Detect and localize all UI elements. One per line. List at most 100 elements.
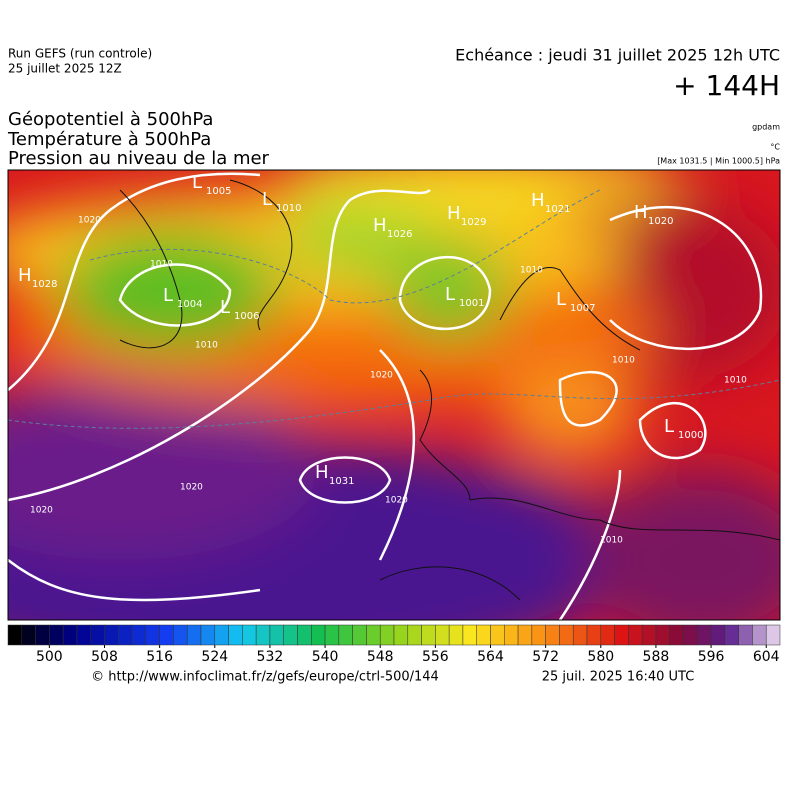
center-value: 1010 (276, 203, 301, 214)
lead-time: + 144H (673, 69, 780, 102)
isobar-label: 1010 (724, 376, 747, 386)
colorbar-tick-label: 580 (587, 649, 614, 665)
colorbar-cell (765, 624, 781, 646)
run: Run GEFS (run controle) (8, 47, 152, 61)
colorbar-cell (269, 624, 284, 646)
source: © http://www.infoclimat.fr/z/gefs/europe… (91, 670, 439, 685)
colorbar-tick-label: 524 (201, 649, 228, 665)
field: Température à 500hPa (7, 129, 211, 150)
colorbar-tick-label: 556 (422, 649, 449, 665)
center-value: 1020 (648, 216, 673, 227)
colorbar-cell (352, 624, 367, 646)
colorbar-cell (517, 624, 533, 646)
colorbar-cell (7, 624, 23, 646)
center-value: 1005 (206, 186, 231, 197)
colorbar-cell (76, 624, 91, 646)
colorbar-cell (159, 624, 174, 646)
colorbar-cell (655, 624, 670, 646)
center-value: 1021 (545, 204, 570, 215)
colorbar-cell (186, 624, 202, 646)
colorbar-cell (173, 624, 188, 646)
colorbar-tick-label: 516 (146, 649, 173, 665)
colorbar-cell (435, 624, 450, 646)
center-kind: H (373, 215, 387, 236)
colorbar-tick-label: 572 (532, 649, 559, 665)
colorbar-cell (531, 624, 546, 646)
colorbar-cell (338, 624, 353, 646)
colorbar-tick-label: 500 (36, 649, 63, 665)
colorbar-cell (448, 624, 464, 646)
colorbar-cell (62, 624, 78, 646)
isobar-label: 1010 (150, 260, 173, 270)
colorbar-cell (614, 624, 629, 646)
center-kind: L (556, 289, 566, 310)
colorbar-cell (600, 624, 615, 646)
colorbar-cell (572, 624, 588, 646)
colorbar-cell (504, 624, 519, 646)
isobar-label: 1010 (600, 536, 623, 546)
colorbar-cell (228, 624, 243, 646)
center-value: 1031 (329, 476, 354, 487)
colorbar-tick-label: 596 (698, 649, 725, 665)
center-value: 1004 (177, 299, 202, 310)
center-kind: H (634, 202, 648, 223)
colorbar-cell (559, 624, 574, 646)
colorbar-cell (214, 624, 229, 646)
colorbar-cell (697, 624, 712, 646)
isobar-label: 1020 (78, 216, 101, 226)
colorbar-cell (118, 624, 133, 646)
colorbar-cell (586, 624, 602, 646)
center-kind: H (447, 203, 461, 224)
colorbar-cell (324, 624, 340, 646)
center-kind: L (163, 285, 173, 306)
colorbar-tick-label: 540 (312, 649, 339, 665)
colorbar-tick-label: 532 (257, 649, 284, 665)
isobar-label: 1020 (30, 506, 53, 516)
coastlines (119, 179, 780, 601)
colorbar-tick-label: 548 (367, 649, 394, 665)
isobar-label: 1020 (180, 483, 203, 493)
isobar-label: 1020 (385, 496, 408, 506)
center-kind: L (220, 297, 230, 318)
colorbar-cell (90, 624, 105, 646)
echeance: Echéance : jeudi 31 juillet 2025 12h UTC (455, 46, 780, 65)
center-value: 1026 (387, 229, 412, 240)
colorbar-cell (641, 624, 657, 646)
center-value: 1006 (234, 311, 259, 322)
isobar-label: 1010 (612, 356, 635, 366)
unit: gpdam (752, 123, 780, 132)
colorbar-cell (476, 624, 491, 646)
unit: °C (770, 143, 780, 152)
colorbar-cell (145, 624, 160, 646)
colorbar-cell (35, 624, 50, 646)
isobar-label: 1010 (195, 341, 218, 351)
isobars (8, 172, 763, 620)
center-value: 1007 (570, 303, 595, 314)
colorbar-cell (724, 624, 739, 646)
run-date: 25 juillet 2025 12Z (8, 62, 122, 76)
colorbar-cell (683, 624, 698, 646)
colorbar-cell (283, 624, 298, 646)
colorbar-cell (421, 624, 436, 646)
colorbar-cell (407, 624, 422, 646)
colorbar-cell (21, 624, 36, 646)
center-kind: L (664, 416, 674, 437)
colorbar-cell (366, 624, 381, 646)
colorbar-tick-label: 564 (477, 649, 504, 665)
colorbar-cell (104, 624, 119, 646)
colorbar: 500 508 516 524 532 540 548 556 564 572 580 588 596 6… (7, 624, 781, 665)
colorbar-cell (669, 624, 684, 646)
isotherms (8, 189, 780, 429)
colorbar-cell (311, 624, 326, 646)
colorbar-tick-label: 588 (643, 649, 670, 665)
center-kind: L (262, 189, 272, 210)
colorbar-cell (131, 624, 147, 646)
map-frame (7, 169, 781, 621)
center-value: 1029 (461, 217, 486, 228)
colorbar-cell (490, 624, 505, 646)
colorbar-cell (379, 624, 395, 646)
colorbar-cell (200, 624, 216, 646)
center-value: 1001 (459, 298, 484, 309)
